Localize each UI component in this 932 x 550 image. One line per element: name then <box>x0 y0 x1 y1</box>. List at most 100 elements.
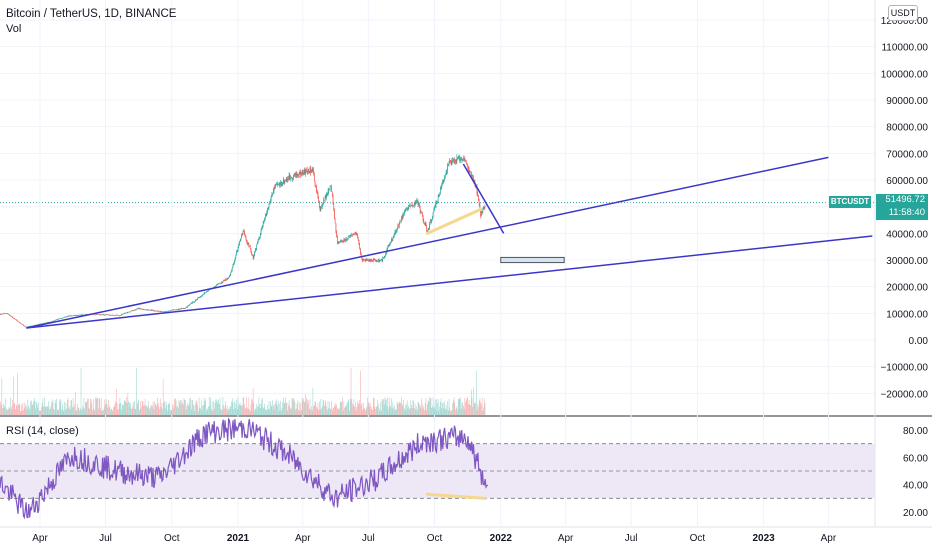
volume-bar <box>423 406 425 415</box>
volume-bar <box>58 409 60 415</box>
volume-bar <box>411 408 413 415</box>
candle-body <box>310 168 312 173</box>
rsi-tick-label: 60.00 <box>903 453 928 464</box>
candle-body <box>261 228 263 230</box>
candle-body <box>402 214 404 219</box>
candle-body <box>414 202 416 205</box>
volume-bar <box>383 398 384 415</box>
volume-bar <box>173 405 175 415</box>
volume-bar <box>152 405 153 415</box>
candle-body <box>65 317 67 318</box>
candle-body <box>136 309 137 311</box>
volume-bar <box>282 401 283 415</box>
candle-body <box>283 179 285 183</box>
volume-bar <box>284 402 286 415</box>
candle-body <box>216 284 218 286</box>
volume-bar <box>387 397 389 415</box>
candle-body <box>395 231 396 233</box>
candle-body <box>149 310 150 311</box>
volume-bar <box>41 407 42 415</box>
volume-bar <box>231 401 232 415</box>
volume-bar <box>203 405 204 415</box>
volume-bar <box>80 367 82 415</box>
candle-body <box>437 201 438 202</box>
candle-body <box>327 191 329 196</box>
volume-bar <box>116 403 118 415</box>
candle-body <box>311 169 313 171</box>
symbol-title[interactable]: Bitcoin / TetherUS, 1D, BINANCE <box>6 8 177 20</box>
volume-bar <box>369 406 371 415</box>
volume-bar <box>174 398 175 415</box>
volume-bar <box>295 409 296 415</box>
candle-body <box>324 196 326 200</box>
volume-bar <box>13 376 14 415</box>
volume-bar <box>2 408 3 415</box>
volume-bar <box>371 406 373 415</box>
volume-bar <box>303 402 305 415</box>
volume-bar <box>152 401 154 415</box>
candle-body <box>468 170 470 172</box>
volume-bar <box>212 410 214 415</box>
volume-bar <box>106 403 108 415</box>
volume-bar <box>334 404 335 415</box>
volume-bar <box>461 403 463 415</box>
volume-bar <box>19 404 21 415</box>
volume-bar <box>330 408 332 415</box>
volume-bar <box>98 408 99 415</box>
candle-body <box>265 214 267 215</box>
candle-body <box>316 185 317 193</box>
volume-bar <box>445 408 446 415</box>
candle-body <box>229 276 230 278</box>
candle-body <box>20 323 22 325</box>
volume-bar <box>476 370 477 415</box>
volume-legend[interactable]: Vol <box>6 23 22 35</box>
volume-bar <box>484 403 486 415</box>
candle-body <box>235 254 237 258</box>
candle-body <box>296 172 297 176</box>
volume-bar <box>217 403 219 415</box>
price-tick-label: 40000.00 <box>886 229 928 240</box>
volume-bar <box>183 398 185 415</box>
rsi-legend[interactable]: RSI (14, close) <box>6 425 79 437</box>
volume-series <box>0 367 486 415</box>
volume-bar <box>198 397 200 415</box>
candle-body <box>457 157 458 159</box>
candle-body <box>303 170 305 175</box>
candle-body <box>241 234 242 239</box>
volume-bar <box>34 401 36 415</box>
volume-bar <box>181 399 183 415</box>
candle-body <box>467 165 468 166</box>
volume-bar <box>229 405 231 415</box>
volume-bar <box>266 409 268 415</box>
candle-body <box>272 193 273 195</box>
volume-bar <box>8 409 9 415</box>
candle-body <box>24 325 26 327</box>
volume-bar <box>362 402 364 415</box>
candle-body <box>141 308 143 310</box>
candle-body <box>456 157 458 162</box>
volume-bar <box>92 398 94 415</box>
candle-body <box>221 282 222 284</box>
volume-bar <box>477 404 479 415</box>
candle-body <box>112 315 114 316</box>
candle-body <box>422 212 423 216</box>
candle-body <box>18 321 19 322</box>
volume-bar <box>419 404 420 415</box>
volume-bar <box>6 410 8 415</box>
currency-badge[interactable]: USDT <box>888 5 918 21</box>
candle-body <box>426 226 427 232</box>
volume-bar <box>462 402 463 415</box>
candle-body <box>270 200 271 202</box>
volume-bar <box>460 397 461 415</box>
volume-bar <box>399 401 401 415</box>
volume-bar <box>185 399 186 415</box>
candle-body <box>428 229 430 230</box>
candle-body <box>483 207 485 209</box>
candle-body <box>342 240 343 242</box>
volume-bar <box>51 401 52 415</box>
volume-bar <box>37 407 39 415</box>
candle-body <box>351 234 353 236</box>
candle-body <box>368 260 370 262</box>
volume-bar <box>483 407 484 415</box>
